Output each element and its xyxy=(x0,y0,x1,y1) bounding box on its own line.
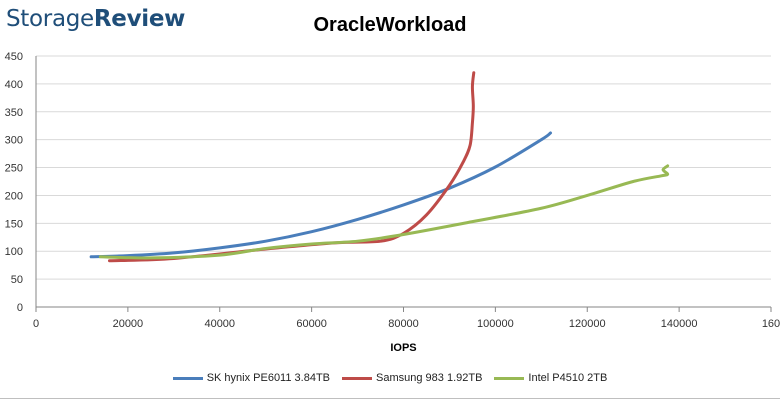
y-tick-label: 0 xyxy=(17,302,23,314)
x-tick-label: 40000 xyxy=(204,318,235,330)
y-tick-label: 150 xyxy=(5,218,23,230)
legend-item: Samsung 983 1.92TB xyxy=(342,372,482,384)
x-tick-label: 20000 xyxy=(113,318,144,330)
logo-text-storage: Storage xyxy=(6,6,94,32)
logo-text-review: Review xyxy=(93,6,186,32)
series-lines xyxy=(89,71,670,263)
y-tick-label: 100 xyxy=(5,246,23,258)
y-tick-label: 450 xyxy=(5,51,23,63)
x-tick-label: 160 xyxy=(762,318,780,330)
axes xyxy=(35,56,772,312)
y-tick-label: 350 xyxy=(5,107,23,119)
x-tick-label: 120000 xyxy=(569,318,606,330)
x-tick-label: 0 xyxy=(33,318,39,330)
legend-item: SK hynix PE6011 3.84TB xyxy=(172,372,331,384)
legend-swatch xyxy=(172,376,203,380)
storagereview-logo: StorageReview xyxy=(6,6,185,32)
tick-labels: 0 50 100 150 200 250 300 350 400 450 0 20000 40000 60… xyxy=(5,51,780,330)
legend-item: Intel P4510 2TB xyxy=(494,372,607,384)
series-line-2 xyxy=(98,164,670,260)
x-tick-label: 80000 xyxy=(388,318,419,330)
x-tick-label: 100000 xyxy=(477,318,514,330)
x-axis-title: IOPS xyxy=(390,342,416,354)
legend-label: Samsung 983 1.92TB xyxy=(376,372,483,384)
legend-swatch xyxy=(342,376,373,380)
legend-swatch xyxy=(494,376,525,380)
frame-divider xyxy=(0,398,780,399)
chart-title: OracleWorkload xyxy=(313,14,467,36)
x-tick-label: 140000 xyxy=(661,318,698,330)
y-tick-label: 400 xyxy=(5,79,23,91)
y-tick-label: 300 xyxy=(5,135,23,147)
y-tick-label: 250 xyxy=(5,163,23,175)
gridlines xyxy=(36,55,771,280)
series-line-0 xyxy=(89,131,552,259)
y-tick-label: 200 xyxy=(5,190,23,202)
legend-label: Intel P4510 2TB xyxy=(528,372,608,384)
legend-label: SK hynix PE6011 3.84TB xyxy=(206,372,331,384)
chart-title-container: OracleWorkload xyxy=(0,14,780,37)
y-tick-label: 50 xyxy=(11,274,23,286)
legend: SK hynix PE6011 3.84TB Samsung 983 1.92TB… xyxy=(0,372,780,384)
x-tick-label: 60000 xyxy=(296,318,327,330)
